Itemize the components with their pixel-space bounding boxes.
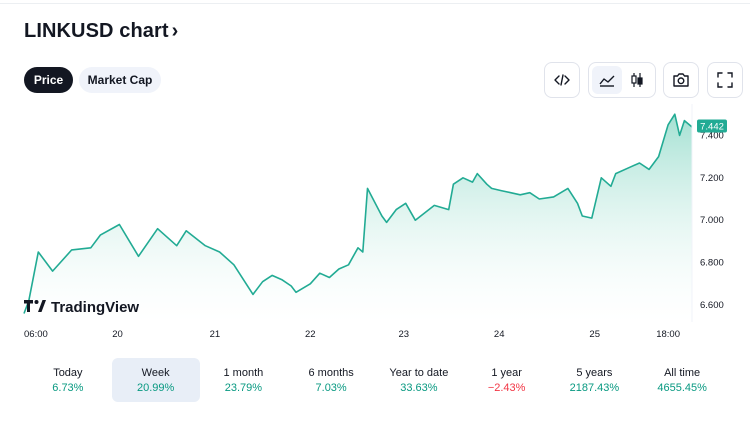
chart-style-toggle — [588, 62, 656, 98]
page-title: LINKUSD chart — [24, 20, 169, 42]
x-tick-label: 21 — [210, 329, 221, 340]
range-5-years[interactable]: 5 years 2187.43% — [551, 358, 639, 402]
tradingview-watermark: TradingView — [24, 299, 139, 316]
x-tick-label: 23 — [399, 329, 410, 340]
range-all-time[interactable]: All time 4655.45% — [638, 358, 726, 402]
performance-ranges: Today 6.73% Week 20.99% 1 month 23.79% 6… — [24, 358, 726, 402]
range-change: 2187.43% — [569, 381, 620, 394]
range-1-year[interactable]: 1 year −2.43% — [463, 358, 551, 402]
y-tick-label: 7.000 — [700, 215, 724, 226]
range-change: 33.63% — [400, 381, 438, 394]
fullscreen-button[interactable] — [707, 62, 743, 98]
y-axis: 6.600 6.800 7.000 7.200 7.400 — [700, 130, 724, 311]
range-6-months[interactable]: 6 months 7.03% — [287, 358, 375, 402]
range-label: 5 years — [576, 366, 613, 379]
range-label: Week — [141, 366, 170, 379]
range-change: 7.03% — [315, 381, 347, 394]
price-line — [23, 113, 693, 314]
x-tick-label: 24 — [494, 329, 505, 340]
embed-button[interactable] — [544, 62, 580, 98]
top-divider — [0, 3, 750, 4]
x-tick-label: 22 — [305, 329, 316, 340]
watermark-text: TradingView — [51, 299, 139, 316]
range-change: 20.99% — [136, 381, 175, 394]
range-label: 1 year — [491, 366, 522, 379]
embed-code-icon — [554, 74, 570, 86]
range-label: 1 month — [223, 366, 264, 379]
range-change: 6.73% — [52, 381, 84, 394]
price-chart[interactable]: 6.600 6.800 7.000 7.200 7.400 06:00 20 21 22 23 2… — [0, 104, 750, 344]
x-tick-label: 25 — [589, 329, 600, 340]
range-label: Today — [53, 366, 83, 379]
area-style-button[interactable] — [592, 66, 622, 94]
chevron-right-icon: › — [171, 20, 179, 42]
range-change: −2.43% — [487, 381, 526, 394]
y-tick-label: 6.800 — [700, 258, 724, 269]
range-label: All time — [664, 366, 701, 379]
tab-market-cap[interactable]: Market Cap — [79, 67, 161, 93]
range-year-to-date[interactable]: Year to date 33.63% — [375, 358, 463, 402]
snapshot-button[interactable] — [663, 62, 699, 98]
price-area-fill — [24, 114, 692, 322]
tab-price[interactable]: Price — [24, 67, 73, 93]
range-week[interactable]: Week 20.99% — [111, 358, 200, 402]
x-tick-label: 20 — [112, 329, 123, 340]
y-tick-label: 7.400 — [700, 130, 724, 141]
x-tick-label: 18:00 — [656, 329, 680, 340]
y-tick-label: 7.200 — [700, 173, 724, 184]
fullscreen-icon — [717, 72, 733, 88]
y-tick-label: 6.600 — [700, 300, 724, 311]
range-1-month[interactable]: 1 month 23.79% — [200, 358, 288, 402]
svg-text:7.442: 7.442 — [700, 122, 724, 133]
range-change: 4655.45% — [657, 381, 707, 394]
range-label: 6 months — [308, 366, 354, 379]
candlestick-icon — [631, 73, 643, 87]
range-label: Year to date — [389, 366, 449, 379]
camera-icon — [673, 73, 689, 87]
last-price-tag: 7.442 — [697, 119, 727, 133]
x-axis: 06:00 20 21 22 23 24 25 18:00 — [24, 329, 680, 340]
area-chart-icon — [599, 75, 615, 87]
candles-style-button[interactable] — [622, 66, 652, 94]
tradingview-logo-icon — [24, 300, 46, 312]
range-today[interactable]: Today 6.73% — [24, 358, 112, 402]
x-tick-label: 06:00 — [24, 329, 48, 340]
range-change: 23.79% — [224, 381, 263, 394]
chart-title-link[interactable]: LINKUSD chart › — [24, 20, 178, 43]
